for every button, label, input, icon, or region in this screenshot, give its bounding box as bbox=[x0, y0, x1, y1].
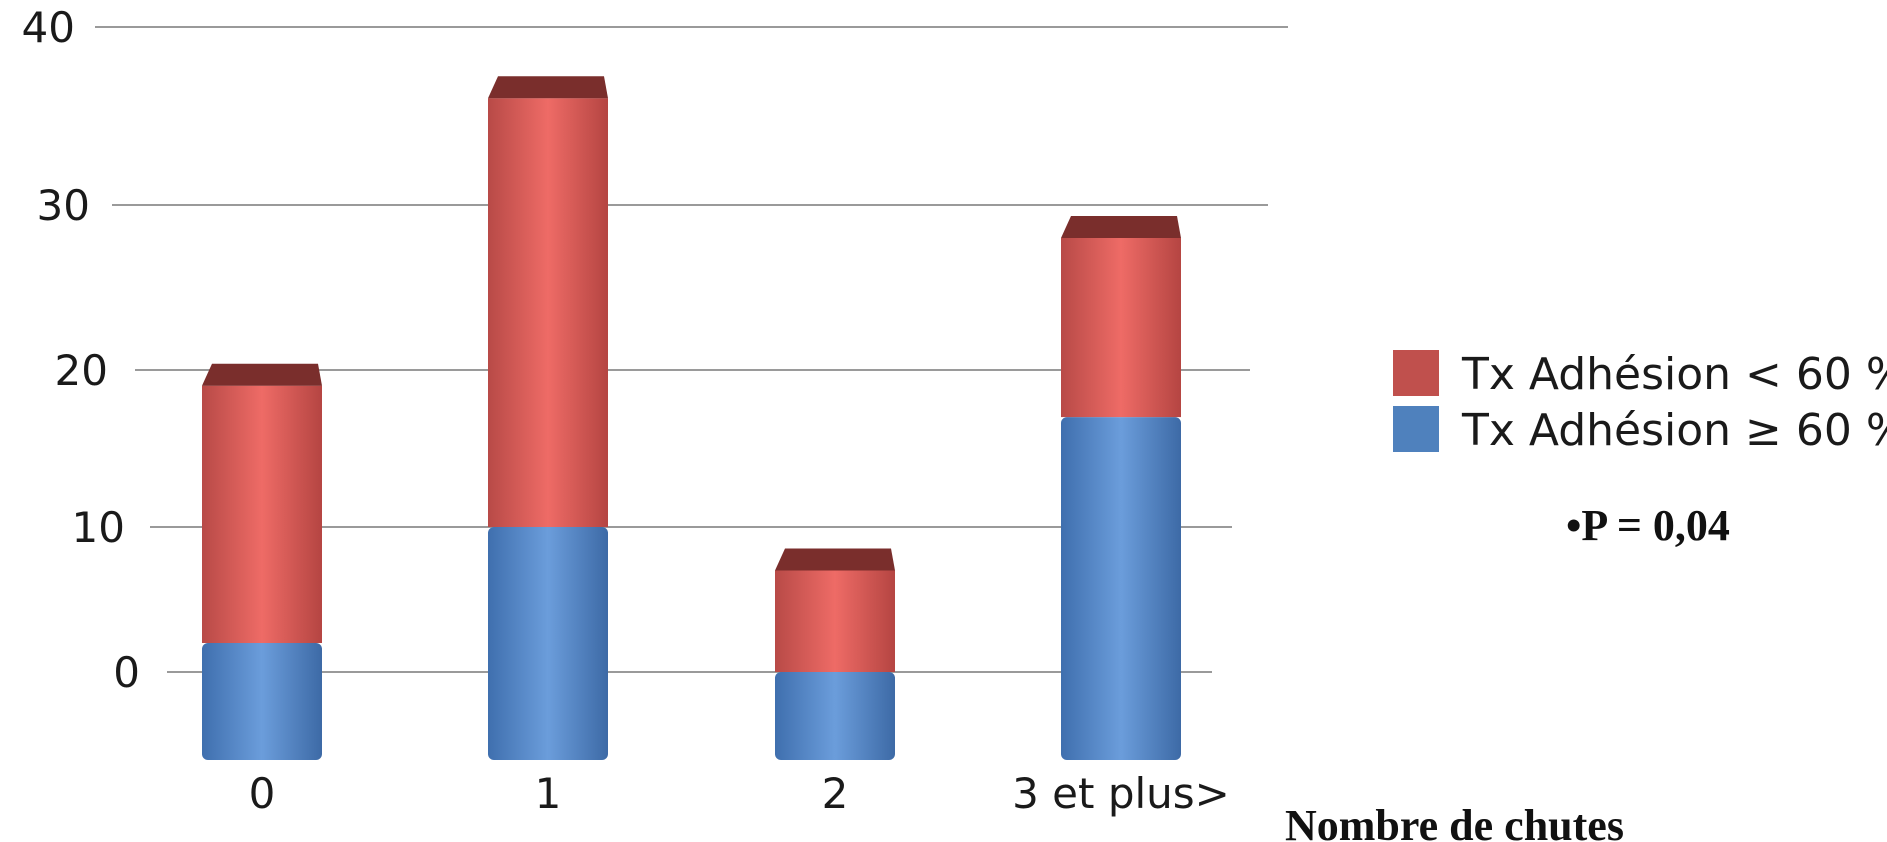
x-axis-title: Nombre de chutes bbox=[1285, 801, 1624, 842]
bar-under-60-1 bbox=[488, 98, 608, 527]
p-value-annotation: •P = 0,04 bbox=[1566, 501, 1730, 550]
bar-over-60-3 bbox=[1061, 417, 1181, 760]
y-tick-label-0: 0 bbox=[113, 648, 140, 697]
y-axis-ticks: 0 10 20 30 40 bbox=[22, 3, 140, 697]
bar-over-60-2 bbox=[775, 672, 895, 760]
x-axis-ticks: 0 1 2 3 et plus> bbox=[249, 769, 1230, 818]
bar-over-60-0 bbox=[202, 643, 322, 760]
x-tick-label-3: 3 et plus> bbox=[1012, 769, 1230, 818]
x-tick-label-2: 2 bbox=[822, 769, 849, 818]
bar-top-cap-2 bbox=[775, 548, 895, 571]
bar-over-60-1 bbox=[488, 527, 608, 760]
legend: Tx Adhésion < 60 % Tx Adhésion ≥ 60 % bbox=[1393, 349, 1887, 456]
legend-label-under-60: Tx Adhésion < 60 % bbox=[1461, 349, 1887, 400]
y-tick-label-40: 40 bbox=[22, 3, 75, 52]
legend-swatch-under-60 bbox=[1393, 350, 1439, 396]
x-tick-label-1: 1 bbox=[535, 769, 562, 818]
bar-under-60-0 bbox=[202, 385, 322, 643]
bars bbox=[202, 76, 1181, 760]
bar-top-cap-1 bbox=[488, 76, 608, 99]
legend-swatch-over-60 bbox=[1393, 406, 1439, 452]
bar-under-60-2 bbox=[775, 570, 895, 672]
y-tick-label-20: 20 bbox=[55, 346, 108, 395]
x-tick-label-0: 0 bbox=[249, 769, 276, 818]
bar-top-cap-3 bbox=[1061, 216, 1181, 238]
y-tick-label-30: 30 bbox=[37, 181, 90, 230]
bar-top-cap-0 bbox=[202, 363, 322, 386]
y-tick-label-10: 10 bbox=[72, 503, 125, 552]
legend-label-over-60: Tx Adhésion ≥ 60 % bbox=[1461, 405, 1887, 456]
bar-under-60-3 bbox=[1061, 238, 1181, 418]
gridlines bbox=[95, 26, 1288, 673]
